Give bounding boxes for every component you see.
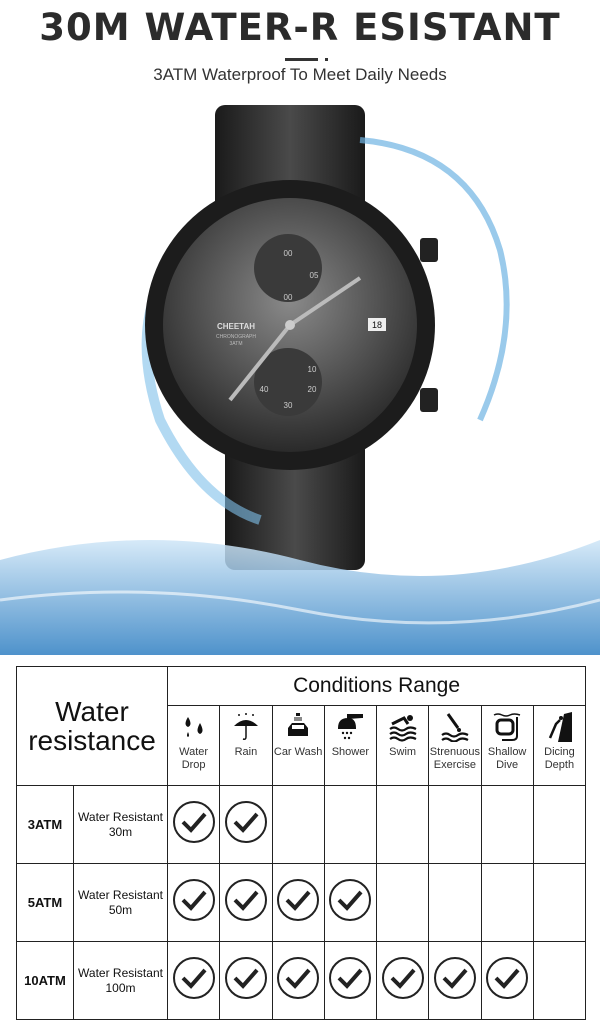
- condition-cell: [375, 863, 430, 942]
- condition-strenuous-exercise: Strenuous Exercise: [428, 705, 482, 786]
- brand-logo: CHEETAH: [217, 322, 255, 331]
- dial-text: CHRONOGRAPH: [216, 334, 256, 340]
- condition-cell: [428, 941, 482, 1020]
- condition-cell: [532, 785, 587, 864]
- condition-label: Water Drop: [179, 746, 209, 771]
- water-surface: [0, 540, 600, 655]
- car-wash-icon: [288, 713, 309, 736]
- group-header: Conditions Range: [166, 666, 587, 706]
- condition-cell: [323, 941, 378, 1020]
- condition-cell: [480, 863, 534, 942]
- condition-cell: [532, 941, 587, 1020]
- check-circle-icon: [172, 957, 215, 999]
- page-title: 30M WATER-R ESISTANT: [39, 6, 561, 49]
- subdial-label: 10: [308, 365, 317, 374]
- condition-cell: [271, 863, 325, 942]
- check-circle-icon: [172, 879, 215, 921]
- check-circle-icon: [486, 957, 529, 999]
- table-row: 5ATM Water Resistant 50m: [16, 863, 587, 942]
- rating-description: Water Resistant 100m: [73, 941, 168, 1020]
- date-window: 18: [372, 320, 382, 330]
- subtitle: 3ATM Waterproof To Meet Daily Needs: [153, 65, 447, 84]
- check-circle-icon: [381, 957, 424, 999]
- watch-band-bottom: [225, 440, 365, 570]
- subdial-label: 00: [284, 293, 293, 302]
- condition-shower: Shower: [323, 705, 378, 786]
- condition-cell: [480, 941, 534, 1020]
- condition-rain: Rain: [219, 705, 273, 786]
- condition-cell: [532, 863, 587, 942]
- umbrella-rain-icon: [233, 713, 258, 740]
- condition-car-wash: Car Wash: [271, 705, 325, 786]
- dial-text: 3ATM: [230, 341, 243, 347]
- condition-cell: [428, 785, 482, 864]
- check-circle-icon: [172, 801, 215, 843]
- water-drop-icon: [185, 717, 203, 737]
- swim-icon: [388, 715, 417, 742]
- condition-cell: [166, 941, 221, 1020]
- check-circle-icon: [329, 957, 372, 999]
- condition-cell: [480, 785, 534, 864]
- subdial-label: 00: [284, 249, 293, 258]
- condition-dicing-depth: Dicing Depth: [532, 705, 587, 786]
- check-circle-icon: [224, 879, 267, 921]
- table-row: 3ATM Water Resistant 30m: [16, 785, 587, 864]
- atm-rating: 3ATM: [16, 785, 74, 864]
- atm-rating: 5ATM: [16, 863, 74, 942]
- subdial-label: 05: [310, 271, 319, 280]
- row-header: Water resistance: [16, 666, 168, 786]
- condition-cell: [271, 785, 325, 864]
- condition-water-drop: Water Drop: [166, 705, 221, 786]
- snorkel-mask-icon: [493, 713, 521, 741]
- check-circle-icon: [329, 879, 372, 921]
- condition-cell: [166, 863, 221, 942]
- condition-cell: [166, 785, 221, 864]
- subdial-label: 40: [260, 385, 269, 394]
- check-circle-icon: [433, 957, 476, 999]
- check-circle-icon: [277, 879, 320, 921]
- condition-cell: [323, 863, 378, 942]
- subdial-label: 30: [284, 401, 293, 410]
- condition-cell: [271, 941, 325, 1020]
- condition-cell: [219, 941, 273, 1020]
- water-resistance-table: Water resistance Conditions Range Water …: [16, 666, 587, 1020]
- shower-icon: [338, 714, 364, 740]
- condition-label: Strenuous Exercise: [429, 746, 480, 771]
- subdial-label: 20: [308, 385, 317, 394]
- condition-cell: [428, 863, 482, 942]
- condition-label: Shallow Dive: [487, 746, 527, 771]
- check-circle-icon: [277, 957, 320, 999]
- divider-dot: [325, 58, 328, 61]
- rating-description: Water Resistant 30m: [73, 785, 168, 864]
- table-row: 10ATM Water Resistant 100m: [16, 941, 587, 1020]
- atm-rating: 10ATM: [16, 941, 74, 1020]
- check-circle-icon: [224, 801, 267, 843]
- condition-shallow-dive: Shallow Dive: [480, 705, 534, 786]
- rating-description: Water Resistant 50m: [73, 863, 168, 942]
- dive-exercise-icon: [441, 713, 469, 742]
- condition-cell: [219, 863, 273, 942]
- divider: [285, 58, 318, 61]
- condition-cell: [375, 941, 430, 1020]
- check-circle-icon: [224, 957, 267, 999]
- condition-cell: [219, 785, 273, 864]
- condition-label: Shower: [331, 746, 370, 758]
- condition-label: Dicing Depth: [544, 746, 575, 771]
- condition-label: Swim: [389, 746, 417, 758]
- condition-label: Car Wash: [273, 746, 323, 758]
- condition-label: Rain: [234, 746, 258, 758]
- watch-water-splash-image: 00 00 05 30 20 10 40 18 CHEETAH CHRONOGR…: [0, 105, 600, 655]
- condition-swim: Swim: [375, 705, 430, 786]
- condition-cell: [375, 785, 430, 864]
- scuba-diver-icon: [549, 712, 573, 742]
- condition-cell: [323, 785, 378, 864]
